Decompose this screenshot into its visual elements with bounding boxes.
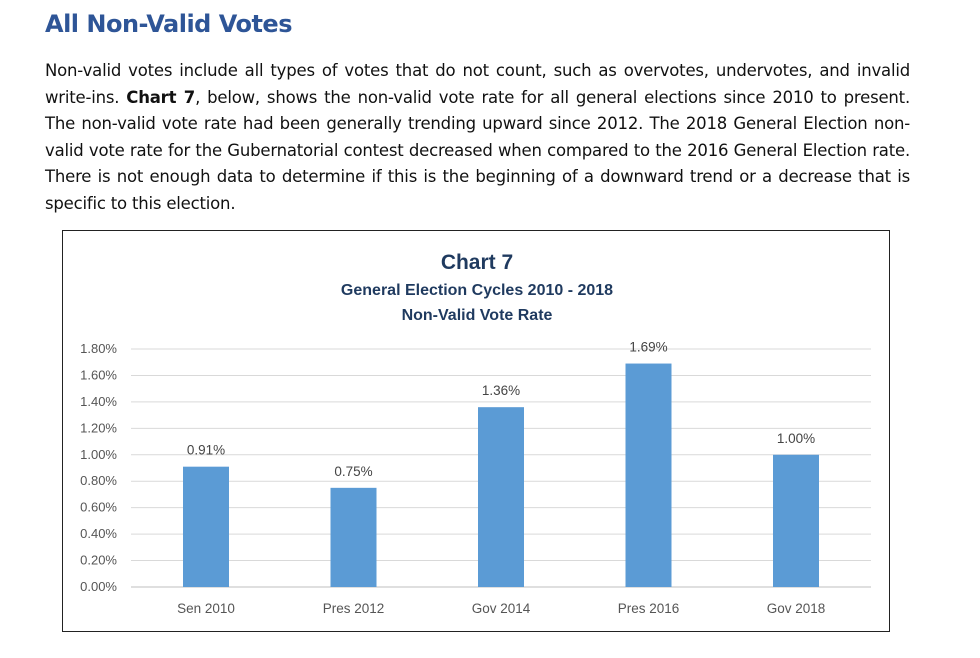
chart-reference: Chart 7 xyxy=(126,87,196,107)
chart-subtitle: Non-Valid Vote Rate xyxy=(402,307,553,324)
section-heading: All Non-Valid Votes xyxy=(45,10,293,38)
x-tick-label: Sen 2010 xyxy=(177,601,235,616)
bar xyxy=(183,466,229,587)
x-tick-label: Gov 2014 xyxy=(472,601,531,616)
y-tick-label: 0.40% xyxy=(80,526,117,541)
y-tick-label: 1.40% xyxy=(80,394,117,409)
y-tick-label: 1.80% xyxy=(80,341,117,356)
x-tick-label: Pres 2016 xyxy=(618,601,680,616)
y-tick-label: 0.20% xyxy=(80,553,117,568)
paragraph-text: Non-valid votes include all types of vot… xyxy=(45,61,910,107)
description-paragraph: Non-valid votes include all types of vot… xyxy=(45,58,910,218)
y-tick-label: 0.00% xyxy=(80,579,117,594)
y-tick-label: 1.20% xyxy=(80,420,117,435)
chart-container: Chart 7 General Election Cycles 2010 - 2… xyxy=(62,230,890,632)
bar xyxy=(478,407,524,587)
y-tick-label: 1.00% xyxy=(80,447,117,462)
y-tick-label: 1.60% xyxy=(80,367,117,382)
bar xyxy=(330,487,377,587)
x-tick-label: Gov 2018 xyxy=(767,601,826,616)
chart-subtitle: General Election Cycles 2010 - 2018 xyxy=(341,282,613,299)
bar xyxy=(625,363,672,587)
y-tick-label: 0.80% xyxy=(80,473,117,488)
data-label: 1.36% xyxy=(482,383,520,398)
chart-title: Chart 7 xyxy=(441,251,513,274)
bar-chart: Chart 7 General Election Cycles 2010 - 2… xyxy=(80,251,871,616)
x-tick-label: Pres 2012 xyxy=(323,601,385,616)
data-label: 1.00% xyxy=(777,431,815,446)
paragraph-text: , below, shows the non-valid vote rate f… xyxy=(45,87,910,213)
data-label: 0.75% xyxy=(334,464,372,479)
bar xyxy=(773,454,819,587)
data-label: 0.91% xyxy=(187,443,225,458)
data-label: 1.69% xyxy=(629,340,667,355)
y-tick-label: 0.60% xyxy=(80,500,117,515)
